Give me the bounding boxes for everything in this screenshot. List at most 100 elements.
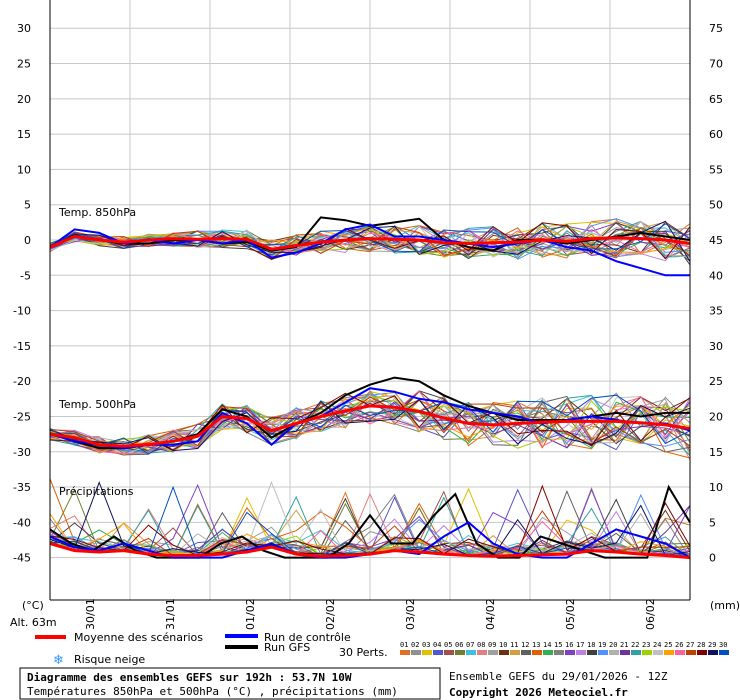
chart-grid: [49, 0, 691, 600]
right-tick-label: 40: [709, 269, 723, 282]
right-tick-label: 25: [709, 375, 723, 388]
ensemble-info: Ensemble GEFS du 29/01/2026 - 12Z: [449, 670, 668, 683]
pert-swatch-11: [510, 650, 520, 655]
pert-swatch-08: [477, 650, 487, 655]
pert-number-18: 18: [587, 641, 595, 649]
right-tick-label: 75: [709, 22, 723, 35]
right-tick-label: 45: [709, 234, 723, 247]
snowflake-icon: ❄: [53, 653, 64, 668]
title-box: [19, 667, 441, 700]
x-tick-label: 05/02: [564, 598, 577, 630]
pert-swatch-30: [719, 650, 729, 655]
left-tick-label: -35: [13, 481, 31, 494]
left-axis-unit: (°C): [22, 599, 44, 612]
pert-series-t500-26: [49, 389, 691, 455]
pert-swatch-23: [642, 650, 652, 655]
altitude-label: Alt. 63m: [10, 616, 57, 629]
pert-number-09: 09: [488, 641, 496, 649]
pert-series-t500-20: [49, 397, 691, 449]
pert-swatch-28: [697, 650, 707, 655]
mean-series-t500: [49, 404, 691, 448]
pert-series-t500-29: [49, 399, 691, 452]
gfs-series-t850: [49, 216, 691, 252]
pert-number-17: 17: [576, 641, 584, 649]
pert-number-23: 23: [642, 641, 650, 649]
left-tick-label: -5: [20, 269, 31, 282]
copyright: Copyright 2026 Meteociel.fr: [449, 686, 628, 699]
left-tick-label: -45: [13, 552, 31, 565]
pert-swatch-18: [587, 650, 597, 655]
pert-number-06: 06: [455, 641, 463, 649]
pert-swatch-29: [708, 650, 718, 655]
x-tick-label: 06/02: [644, 598, 657, 630]
pert-swatch-16: [565, 650, 575, 655]
left-tick-label: 5: [24, 199, 31, 212]
right-tick-label: 70: [709, 58, 723, 71]
pert-number-16: 16: [565, 641, 573, 649]
pert-series-precip-09: [49, 516, 691, 557]
pert-number-15: 15: [554, 641, 562, 649]
pert-number-26: 26: [675, 641, 683, 649]
left-tick-label: 30: [17, 22, 31, 35]
chart-series: [49, 216, 691, 560]
right-tick-label: 5: [709, 516, 716, 529]
pert-swatch-26: [675, 650, 685, 655]
pert-swatch-09: [488, 650, 498, 655]
pert-swatch-04: [433, 650, 443, 655]
x-tick-label: 30/01: [84, 598, 97, 630]
legend-mean-label: Moyenne des scénarios: [74, 631, 203, 644]
left-tick-label: 15: [17, 128, 31, 141]
mean-series-t850: [49, 234, 691, 251]
pert-swatch-06: [455, 650, 465, 655]
pert-number-05: 05: [444, 641, 452, 649]
pert-swatch-13: [532, 650, 542, 655]
right-tick-label: 35: [709, 305, 723, 318]
legend-control-label: Run de contrôle: [264, 631, 351, 644]
pert-number-29: 29: [708, 641, 716, 649]
x-tick-label: 31/01: [164, 598, 177, 630]
pert-swatch-01: [400, 650, 410, 655]
right-tick-label: 0: [709, 552, 716, 565]
pert-number-11: 11: [510, 641, 518, 649]
pert-swatch-10: [499, 650, 509, 655]
left-tick-label: 0: [24, 234, 31, 247]
pert-number-07: 07: [466, 641, 474, 649]
left-tick-label: -30: [13, 446, 31, 459]
pert-series-t500-30: [49, 394, 691, 455]
right-tick-label: 10: [709, 481, 723, 494]
pert-swatch-03: [422, 650, 432, 655]
pert-number-25: 25: [664, 641, 672, 649]
right-tick-label: 65: [709, 93, 723, 106]
legend-perts-label: 30 Perts.: [339, 646, 388, 659]
right-tick-label: 60: [709, 128, 723, 141]
right-tick-label: 30: [709, 340, 723, 353]
x-tick-label: 02/02: [324, 598, 337, 630]
left-tick-label: -25: [13, 410, 31, 423]
pert-number-27: 27: [686, 641, 694, 649]
pert-swatch-15: [554, 650, 564, 655]
x-tick-label: 03/02: [404, 598, 417, 630]
right-axis-unit: (mm): [710, 599, 740, 612]
left-tick-label: -40: [13, 516, 31, 529]
pert-number-28: 28: [697, 641, 705, 649]
legend-gfs-label: Run GFS: [264, 641, 310, 654]
pert-swatch-07: [466, 650, 476, 655]
pert-swatch-27: [686, 650, 696, 655]
pert-legend: 01 02 03 04 05 06 07 08 09 10 11 12 13 14 15 16 17 18 19 20…: [400, 641, 729, 655]
pert-swatch-02: [411, 650, 421, 655]
pert-number-30: 30: [719, 641, 727, 649]
pert-number-08: 08: [477, 641, 485, 649]
pert-number-12: 12: [521, 641, 529, 649]
pert-number-02: 02: [411, 641, 419, 649]
pert-number-04: 04: [433, 641, 441, 649]
pert-swatch-21: [620, 650, 630, 655]
chart-title: Diagramme des ensembles GEFS sur 192h : …: [27, 671, 352, 684]
right-tick-label: 20: [709, 410, 723, 423]
x-tick-label: 04/02: [484, 598, 497, 630]
panel-label-precip: Précipitations: [59, 485, 134, 498]
pert-number-03: 03: [422, 641, 430, 649]
pert-number-10: 10: [499, 641, 507, 649]
pert-swatch-22: [631, 650, 641, 655]
left-tick-label: 10: [17, 163, 31, 176]
